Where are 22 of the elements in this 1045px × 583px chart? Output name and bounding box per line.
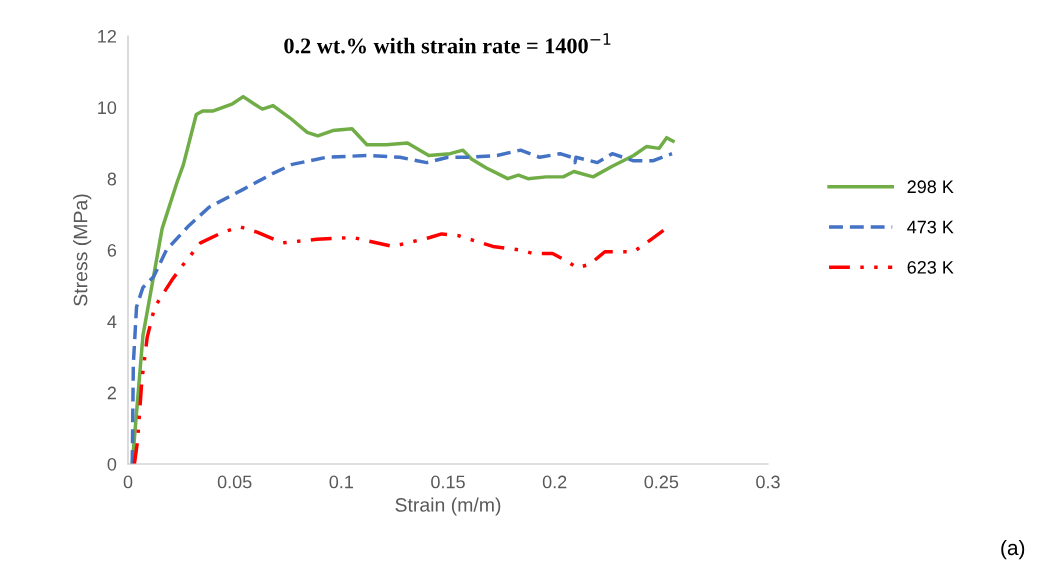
y-tick-label: 8 (107, 172, 117, 186)
y-tick-label: 2 (107, 386, 116, 400)
legend-label: 623 K (907, 260, 954, 274)
y-tick-label: 12 (98, 29, 116, 43)
legend-label: 473 K (907, 220, 954, 234)
x-tick-label: 0.25 (644, 475, 679, 489)
y-tick-label: 6 (107, 243, 117, 257)
x-tick-label: 0.3 (756, 475, 780, 489)
text: (a) (1001, 539, 1025, 560)
y-tick-label: 0 (107, 457, 117, 471)
x-tick-label: 0.15 (431, 475, 465, 489)
x-axis-title: Strain (m/m) (395, 497, 501, 516)
chart-title: 0.2 wt.% with strain rate = 1400$^{−1}$ (284, 33, 611, 54)
x-tick-label: 0.1 (329, 475, 353, 489)
x-tick-label: 0.2 (542, 475, 567, 489)
y-axis-title: Stress (MPa) (73, 194, 92, 306)
x-tick-label: 0 (123, 475, 133, 489)
y-tick-label: 10 (98, 101, 117, 115)
legend-label: 298 K (907, 180, 954, 194)
x-tick-label: 0.05 (217, 475, 252, 489)
y-tick-label: 4 (107, 315, 117, 328)
line-series (132, 225, 666, 464)
